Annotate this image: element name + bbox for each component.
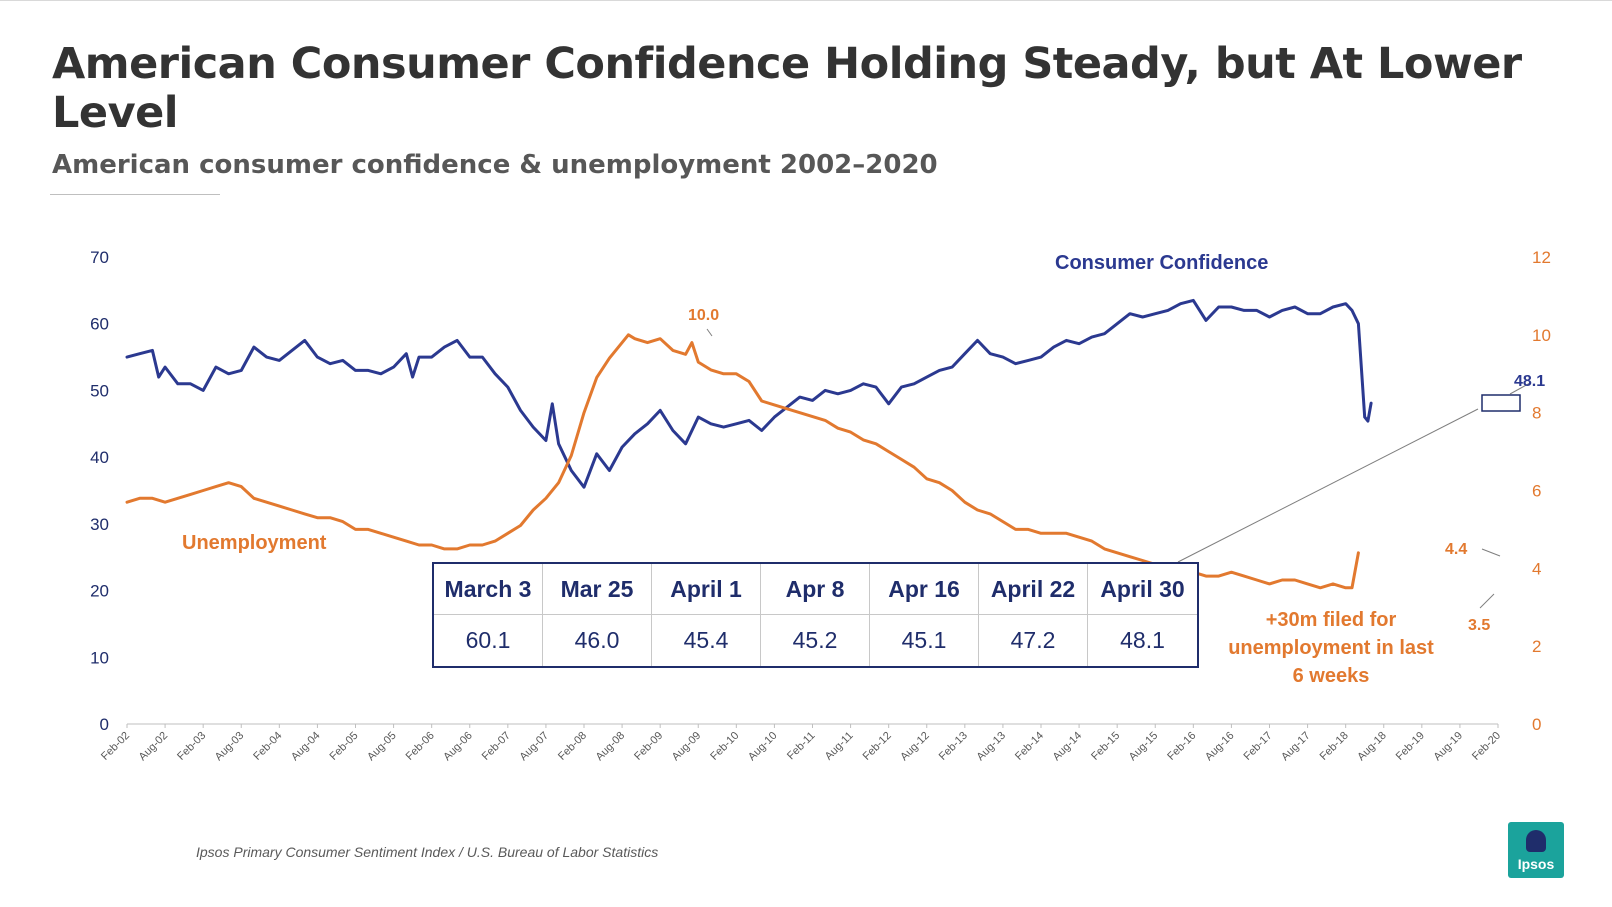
- x-tick-label: Aug-13: [974, 730, 1008, 764]
- y-right-tick-label: 6: [1532, 482, 1541, 501]
- x-tick-label: Feb-08: [556, 730, 589, 763]
- x-tick-label: Feb-03: [175, 730, 208, 763]
- table-header-cell: Mar 25: [543, 564, 652, 615]
- x-tick-label: Feb-19: [1394, 730, 1427, 763]
- table-header-cell: Apr 8: [761, 564, 870, 615]
- x-tick-label: Feb-10: [708, 730, 741, 763]
- x-tick-label: Aug-14: [1051, 730, 1085, 764]
- annotation-layer: Consumer Confidence Unemployment 10.0 48…: [182, 252, 1545, 687]
- unemployment-prior-leader: [1479, 593, 1495, 609]
- x-tick-label: Aug-16: [1203, 730, 1237, 764]
- unemployment-note-line-1: +30m filed for: [1266, 609, 1397, 631]
- y-left-tick-label: 0: [100, 715, 109, 734]
- y-left-tick-label: 50: [90, 381, 109, 400]
- x-tick-label: Feb-02: [99, 730, 132, 763]
- ipsos-logo: Ipsos: [1508, 822, 1564, 878]
- x-tick-label: Feb-07: [480, 730, 513, 763]
- x-tick-label: Feb-05: [327, 730, 360, 763]
- ipsos-logo-mark-icon: [1526, 830, 1546, 852]
- table-header-cell: April 30: [1088, 564, 1197, 615]
- subtitle-rule: [50, 194, 220, 195]
- y-right-tick-label: 0: [1532, 715, 1541, 734]
- x-tick-label: Feb-17: [1241, 730, 1274, 763]
- slide-subtitle: American consumer confidence & unemploym…: [52, 150, 938, 180]
- consumer-confidence-line: [125, 298, 1373, 489]
- x-tick-label: Feb-09: [632, 730, 665, 763]
- table-value-cell: 47.2: [979, 615, 1088, 666]
- y-left-tick-label: 30: [90, 515, 109, 534]
- table-value-cell: 45.4: [652, 615, 761, 666]
- unemployment-label: Unemployment: [182, 532, 327, 554]
- x-tick-label: Aug-03: [213, 730, 247, 764]
- x-tick-label: Aug-19: [1431, 730, 1465, 764]
- x-tick-label: Aug-10: [746, 730, 780, 764]
- x-tick-label: Feb-06: [404, 730, 437, 763]
- y-right-tick-label: 12: [1532, 248, 1551, 267]
- x-tick-label: Aug-11: [823, 730, 856, 763]
- x-tick-label: Aug-15: [1127, 730, 1161, 764]
- x-tick-label: Feb-13: [937, 730, 970, 763]
- consumer-confidence-label: Consumer Confidence: [1055, 252, 1268, 274]
- table-value-cell: 45.2: [761, 615, 870, 666]
- x-tick-label: Feb-20: [1470, 730, 1503, 763]
- x-tick-label: Feb-18: [1318, 730, 1351, 763]
- x-tick-label: Feb-12: [861, 730, 894, 763]
- slide-title: American Consumer Confidence Holding Ste…: [52, 39, 1522, 138]
- unemployment-note-line-2: unemployment in last: [1228, 637, 1434, 659]
- unemployment-latest-leader: [1481, 548, 1501, 557]
- y-left-tick-label: 70: [90, 248, 109, 267]
- y-right-tick-label: 8: [1532, 404, 1541, 423]
- zoom-box: [1481, 394, 1521, 412]
- x-tick-label: Aug-08: [594, 730, 628, 764]
- y-left-tick-label: 60: [90, 315, 109, 334]
- unemployment-prior-value: 3.5: [1468, 617, 1490, 634]
- table-value-cell: 46.0: [543, 615, 652, 666]
- x-tick-label: Aug-07: [517, 730, 551, 764]
- y-right-tick-label: 10: [1532, 326, 1551, 345]
- unemployment-peak-value: 10.0: [688, 307, 719, 324]
- x-tick-label: Aug-05: [365, 730, 399, 764]
- table-value-cell: 48.1: [1120, 627, 1165, 653]
- unemployment-note-line-3: 6 weeks: [1293, 665, 1370, 687]
- x-tick-label: Aug-18: [1355, 730, 1389, 764]
- x-tick-label: Aug-12: [898, 730, 932, 764]
- x-tick-label: Feb-16: [1165, 730, 1198, 763]
- table-callout-line: [1177, 408, 1479, 563]
- confidence-latest-value: 48.1: [1514, 373, 1545, 390]
- confidence-readings-table: March 3 Mar 25 April 1 Apr 8 Apr 16 Apri…: [432, 562, 1199, 668]
- x-tick-label: Feb-15: [1089, 730, 1122, 763]
- x-tick-label: Feb-11: [785, 730, 818, 763]
- table-value-cell: 45.1: [870, 615, 979, 666]
- table-header-cell: April 1: [652, 564, 761, 615]
- x-tick-label: Feb-04: [251, 730, 284, 763]
- y-left-tick-label: 20: [90, 582, 109, 601]
- top-rule: [0, 0, 1612, 1]
- y-right-tick-label: 2: [1532, 637, 1541, 656]
- x-tick-label: Aug-09: [670, 730, 704, 764]
- table-header-cell: April 22: [979, 564, 1088, 615]
- unemployment-latest-value: 4.4: [1445, 541, 1467, 558]
- table-header-cell: March 3: [434, 564, 543, 615]
- x-tick-label: Aug-04: [289, 730, 323, 764]
- x-tick-label: Feb-14: [1013, 730, 1046, 763]
- y-left-tick-label: 10: [90, 648, 109, 667]
- table-value-cell: 60.1: [434, 615, 543, 666]
- y-left-tick-label: 40: [90, 448, 109, 467]
- table-header-cell: Apr 16: [870, 564, 979, 615]
- y-right-tick-label: 4: [1532, 559, 1541, 578]
- x-tick-label: Aug-06: [441, 730, 475, 764]
- confidence-latest-leader: [1509, 382, 1531, 395]
- x-tick-label: Aug-17: [1279, 730, 1313, 764]
- x-tick-label: Aug-02: [137, 730, 171, 764]
- ipsos-logo-text: Ipsos: [1517, 856, 1555, 872]
- source-note: Ipsos Primary Consumer Sentiment Index /…: [196, 844, 659, 860]
- unemployment-peak-leader: [706, 328, 713, 337]
